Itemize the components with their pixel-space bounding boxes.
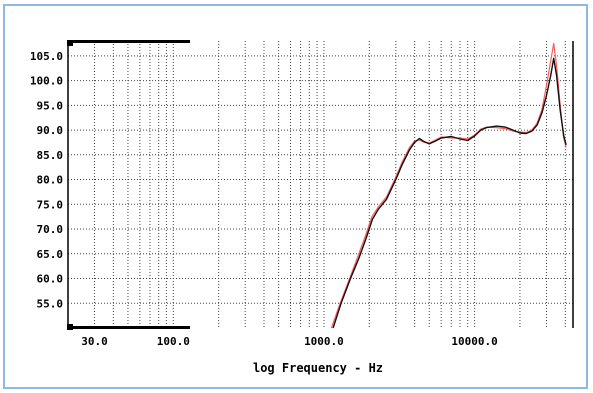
- bottom-corner-marker: [67, 324, 73, 330]
- top-left-bar: [68, 40, 190, 43]
- y-tick-label: 105.0: [30, 50, 63, 63]
- y-tick-label: 80.0: [37, 174, 64, 187]
- series-line: [330, 42, 567, 329]
- y-tick-label: 95.0: [37, 99, 64, 112]
- x-tick-label: 30.0: [81, 335, 108, 348]
- y-tick-label: 85.0: [37, 149, 64, 162]
- x-axis-label: log Frequency - Hz: [253, 361, 383, 375]
- y-tick-label: 75.0: [37, 198, 64, 211]
- series-line: [332, 57, 567, 329]
- bottom-left-bar: [68, 326, 190, 329]
- top-corner-marker: [67, 40, 73, 46]
- y-tick-labels: 55.0 60.0 65.0 70.0 75.0 80.0 85.0 90.0 95.0 100.…: [30, 50, 63, 310]
- x-tick-label: 10000.0: [451, 335, 497, 348]
- x-tick-label: 1000.0: [304, 335, 344, 348]
- grid: [67, 41, 573, 328]
- chart-frame: [3, 4, 588, 389]
- x-tick-labels: 30.0 100.0 1000.0 10000.0: [81, 335, 497, 348]
- y-tick-label: 90.0: [37, 124, 64, 137]
- y-tick-label: 65.0: [37, 248, 64, 261]
- y-tick-label: 70.0: [37, 223, 64, 236]
- y-tick-label: 55.0: [37, 297, 64, 310]
- x-tick-label: 100.0: [157, 335, 190, 348]
- series-layer: [330, 42, 567, 329]
- y-tick-label: 60.0: [37, 273, 64, 286]
- axes: [67, 40, 574, 330]
- y-tick-label: 100.0: [30, 75, 63, 88]
